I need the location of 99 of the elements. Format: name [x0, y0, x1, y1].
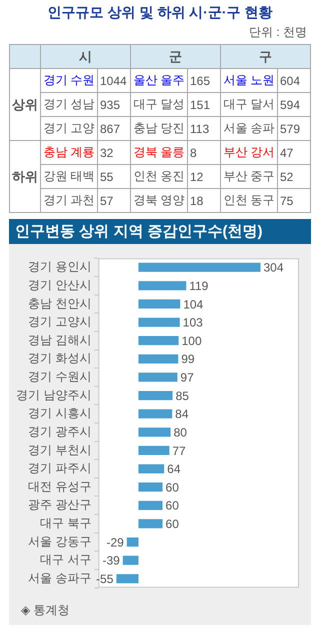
category-label: 인천 동구 — [220, 188, 278, 212]
text: 구 — [220, 44, 310, 68]
y-tick-label: 서울 강동구 — [28, 534, 92, 548]
data-label: 8 — [188, 140, 220, 164]
data-label: 119 — [189, 278, 209, 293]
data-label: 12 — [188, 164, 220, 188]
category-label: 대구 달서 — [220, 92, 278, 116]
y-tick-label: 대구 서구 — [40, 552, 92, 567]
data-label: 84 — [175, 407, 189, 422]
data-label: -29 — [106, 535, 124, 550]
text: ◈ 통계청 — [20, 602, 71, 619]
text: 군 — [130, 44, 220, 68]
category-label: 서울 노원 — [220, 68, 278, 92]
category-label: 경기 수원 — [40, 68, 98, 92]
data-label: 64 — [167, 462, 181, 476]
data-label: 99 — [181, 352, 195, 366]
y-tick-label: 경기 용인시 — [28, 260, 92, 274]
bar — [138, 372, 178, 382]
category-label: 충남 당진 — [130, 116, 188, 140]
data-label: 304 — [263, 260, 284, 275]
data-label: 75 — [278, 188, 310, 212]
data-label: 60 — [166, 517, 180, 532]
data-label: -39 — [102, 554, 120, 568]
y-tick-label: 경기 시흥시 — [28, 406, 92, 420]
bar — [138, 519, 163, 528]
category-label: 경북 영양 — [130, 188, 188, 212]
data-label: 1044 — [98, 68, 130, 92]
y-tick-label: 광주 광산구 — [28, 498, 92, 512]
data-label: 113 — [188, 116, 220, 140]
data-label: 579 — [278, 116, 310, 140]
category-label: 인천 옹진 — [130, 164, 188, 188]
data-label: -55 — [96, 572, 114, 586]
y-tick-label: 서울 송파구 — [28, 570, 92, 585]
data-label: 103 — [182, 316, 204, 330]
bar — [138, 446, 170, 456]
category-label: 부산 강서 — [220, 140, 278, 164]
bar — [138, 482, 163, 492]
data-label: 52 — [278, 164, 310, 188]
category-label: 경기 성남 — [40, 92, 98, 116]
text: 단위 : 천명 — [248, 24, 307, 41]
bar — [138, 318, 180, 327]
y-tick-label: 경기 수원시 — [28, 370, 92, 384]
data-label: 97 — [180, 370, 194, 385]
bar — [138, 336, 179, 346]
data-label: 867 — [98, 116, 130, 140]
category-label: 서울 송파 — [220, 116, 278, 140]
data-label: 104 — [183, 297, 204, 312]
data-label: 55 — [98, 164, 130, 188]
data-label: 60 — [166, 498, 180, 513]
y-tick-label: 경남 김해시 — [28, 332, 92, 347]
category-label: 경기 과천 — [40, 188, 98, 212]
data-label: 77 — [172, 444, 186, 458]
bar — [138, 281, 186, 290]
data-label: 47 — [278, 140, 310, 164]
data-label: 32 — [98, 140, 130, 164]
data-label: 18 — [188, 188, 220, 212]
chart-title: 인구변동 상위 지역 증감인구수(천명) — [9, 219, 311, 244]
category-label: 경기 고양 — [40, 116, 98, 140]
text: 인구규모 상위 및 하위 시·군·구 현황 — [46, 4, 274, 22]
bar — [138, 464, 164, 474]
bar — [138, 409, 172, 418]
category-label: 충남 계룡 — [40, 140, 98, 164]
bar — [138, 428, 171, 437]
category-label: 대구 달성 — [130, 92, 188, 116]
y-tick-label: 경기 부천시 — [28, 442, 92, 457]
data-label: 604 — [278, 68, 310, 92]
bar — [138, 354, 178, 364]
bar — [122, 556, 138, 565]
y-tick-label: 경기 고양시 — [28, 314, 92, 329]
y-tick-label: 경기 광주시 — [28, 424, 92, 438]
bar — [138, 262, 260, 272]
data-label: 151 — [188, 92, 220, 116]
y-tick-label: 경기 안산시 — [28, 278, 92, 292]
data-label: 935 — [98, 92, 130, 116]
bar — [138, 390, 173, 400]
data-label: 60 — [166, 480, 180, 494]
bar — [126, 537, 138, 547]
category-label: 울산 울주 — [130, 68, 188, 92]
y-tick-label: 대전 유성구 — [28, 479, 92, 494]
y-tick-label: 경기 남양주시 — [16, 388, 92, 402]
bar — [138, 500, 163, 510]
text: 시 — [40, 44, 130, 68]
bar — [116, 574, 138, 584]
category-label: 경북 울릉 — [130, 140, 188, 164]
category-label: 부산 중구 — [220, 164, 278, 188]
bar — [138, 299, 180, 309]
y-tick-label: 경기 파주시 — [28, 461, 92, 476]
data-label: 165 — [188, 68, 220, 92]
data-label: 100 — [182, 334, 202, 348]
y-tick-label: 경기 화성시 — [28, 351, 92, 366]
text: 상위 — [10, 68, 40, 140]
data-label: 57 — [98, 188, 130, 212]
category-label: 강원 태백 — [40, 164, 98, 188]
y-tick-label: 대구 북구 — [40, 516, 92, 530]
data-label: 80 — [174, 425, 188, 440]
text: 하위 — [10, 140, 40, 212]
data-label: 85 — [176, 388, 190, 403]
y-tick-label: 충남 천안시 — [28, 296, 92, 310]
data-label: 594 — [278, 92, 310, 116]
